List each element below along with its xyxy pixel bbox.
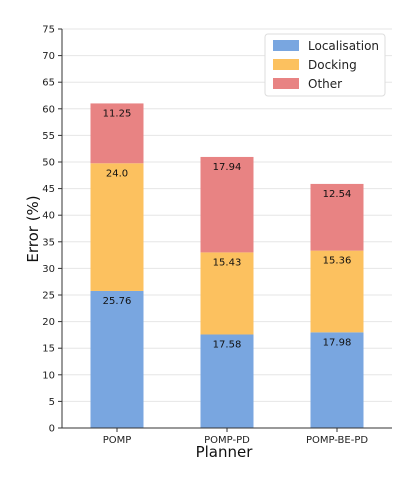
data-label: 12.54 — [323, 189, 352, 200]
legend: Localisation Docking Other — [264, 33, 386, 97]
y-tick-label: 25 — [42, 291, 55, 302]
y-tick-label: 0 — [49, 424, 55, 435]
data-label: 11.25 — [103, 108, 132, 119]
y-tick-label: 20 — [42, 317, 55, 328]
legend-swatch-docking — [273, 59, 299, 70]
y-tick-label: 15 — [42, 344, 55, 355]
y-tick-label: 35 — [42, 237, 55, 248]
legend-label-other: Other — [308, 77, 342, 91]
bar-segment-other — [310, 183, 364, 251]
y-tick-label: 30 — [42, 264, 55, 275]
y-tick-label: 50 — [42, 158, 55, 169]
bar-segment-localisation — [90, 290, 144, 428]
bar-segment-docking — [310, 250, 364, 333]
bar-segment-localisation — [310, 332, 364, 428]
y-tick-label: 5 — [49, 397, 55, 408]
data-label: 17.94 — [213, 162, 242, 173]
legend-label-docking: Docking — [308, 58, 357, 72]
bar-segment-other — [90, 103, 144, 164]
axes: 0 5 10 15 20 25 30 35 40 45 50 55 60 65 70 75 POMP POMP-P… — [42, 25, 392, 446]
data-label: 24.0 — [106, 168, 128, 179]
y-tick-label: 75 — [42, 25, 55, 36]
bars — [90, 103, 364, 428]
data-label: 15.36 — [323, 256, 352, 267]
data-label: 25.76 — [103, 296, 132, 307]
bar-segment-docking — [90, 163, 144, 291]
x-tick-label: POMP-PD — [204, 435, 250, 446]
bar-segment-docking — [200, 252, 254, 335]
legend-swatch-other — [273, 78, 299, 89]
bar-segment-other — [200, 156, 254, 253]
x-tick-label: POMP — [103, 435, 132, 446]
y-tick-label: 70 — [42, 51, 55, 62]
bar-segment-localisation — [200, 334, 254, 428]
x-axis-title: Planner — [196, 443, 254, 461]
data-label: 17.58 — [213, 339, 242, 350]
y-tick-label: 65 — [42, 78, 55, 89]
y-axis-title: Error (%) — [24, 195, 42, 262]
data-label: 15.43 — [213, 257, 242, 268]
legend-label-localisation: Localisation — [308, 39, 379, 53]
y-tick-label: 55 — [42, 131, 55, 142]
y-tick-label: 45 — [42, 184, 55, 195]
x-tick-label: POMP-BE-PD — [306, 435, 368, 446]
y-tick-label: 40 — [42, 211, 55, 222]
data-labels: 25.76 24.0 11.25 17.58 15.43 17.94 17.98 15.36 1… — [103, 108, 352, 350]
y-tick-label: 10 — [42, 370, 55, 381]
data-label: 17.98 — [323, 337, 352, 348]
legend-swatch-localisation — [273, 40, 299, 51]
y-tick-label: 60 — [42, 104, 55, 115]
